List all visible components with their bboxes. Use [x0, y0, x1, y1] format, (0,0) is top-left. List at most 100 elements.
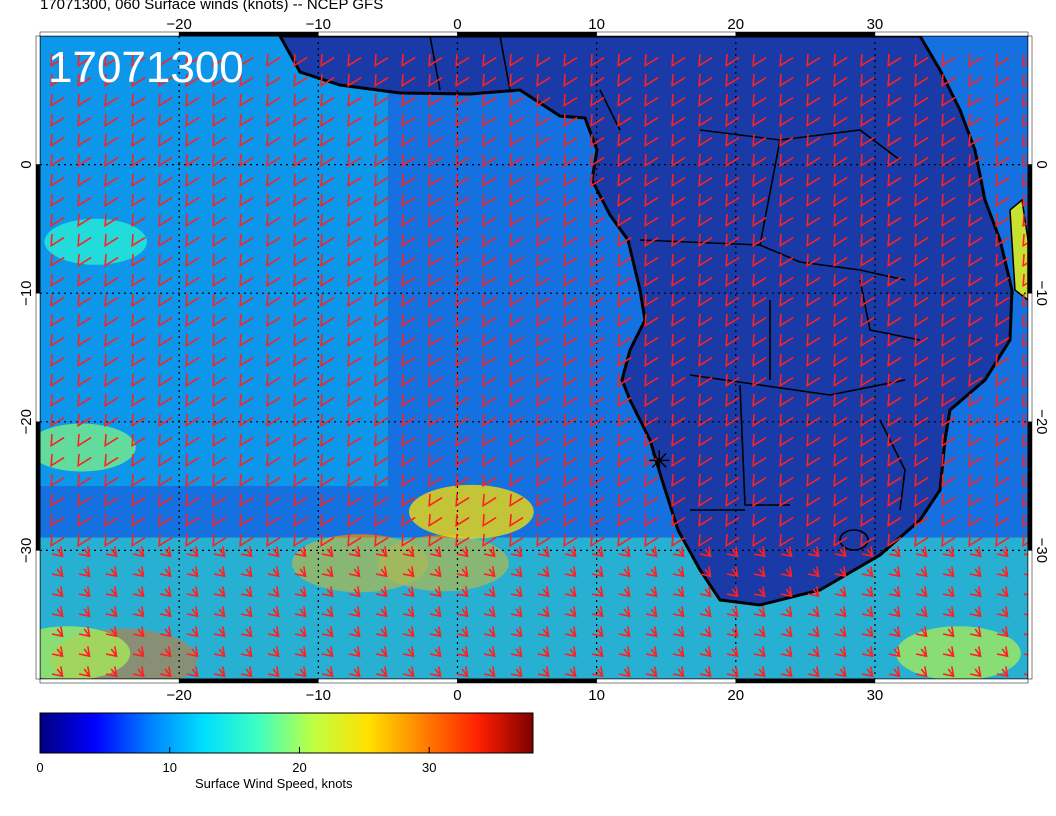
wind-barb — [401, 213, 416, 228]
wind-barb — [185, 313, 200, 328]
wind-barb — [941, 253, 956, 268]
wind-barb — [914, 473, 929, 488]
wind-barb — [698, 453, 713, 468]
wind-barb — [725, 373, 740, 388]
wind-barb — [996, 566, 1009, 578]
wind-barb — [77, 53, 92, 68]
wind-barb — [968, 453, 983, 468]
wind-barb — [266, 533, 281, 548]
wind-barb — [942, 546, 955, 558]
wind-barb — [914, 273, 929, 288]
wind-barb — [563, 233, 578, 248]
wind-barb — [51, 566, 64, 578]
wind-barb — [50, 333, 65, 348]
wind-barb — [806, 193, 821, 208]
wind-barb — [617, 373, 632, 388]
wind-barb — [860, 393, 875, 408]
wind-barb — [752, 73, 767, 88]
wind-barb — [752, 313, 767, 328]
wind-barb — [266, 453, 281, 468]
wind-barb — [104, 333, 119, 348]
wind-barb — [995, 233, 1010, 248]
wind-barb — [806, 513, 821, 528]
wind-barb — [50, 93, 65, 108]
wind-barb — [725, 173, 740, 188]
wind-barb — [563, 133, 578, 148]
wind-barb — [348, 546, 361, 558]
wind-barb — [158, 73, 173, 88]
wind-barb — [725, 153, 740, 168]
wind-barb — [563, 453, 578, 468]
wind-barb — [347, 273, 362, 288]
wind-barb — [807, 666, 820, 678]
wind-barb — [671, 93, 686, 108]
wind-barb — [698, 533, 713, 548]
wind-barb — [536, 133, 551, 148]
wind-barb — [51, 646, 64, 658]
wind-barb — [239, 273, 254, 288]
wind-barb — [401, 273, 416, 288]
wind-barb — [617, 453, 632, 468]
wind-barb — [752, 473, 767, 488]
right-lat-tick-label: −30 — [1033, 538, 1050, 563]
wind-barb — [267, 546, 280, 558]
wind-barb — [294, 606, 307, 618]
wind-barb — [482, 393, 497, 408]
wind-barb — [887, 533, 902, 548]
wind-barb — [861, 666, 874, 678]
wind-barb — [995, 213, 1010, 228]
wind-barb — [671, 413, 686, 428]
wind-barb — [914, 493, 929, 508]
wind-barb — [590, 213, 605, 228]
wind-barb — [941, 73, 956, 88]
wind-barb — [644, 253, 659, 268]
wind-barb — [185, 193, 200, 208]
wind-barb — [563, 73, 578, 88]
wind-barb — [887, 453, 902, 468]
wind-barb — [779, 133, 794, 148]
wind-barb — [77, 193, 92, 208]
wind-barb — [888, 606, 901, 618]
wind-barb — [1022, 193, 1028, 208]
wind-barb — [456, 586, 469, 598]
wind-barb — [860, 173, 875, 188]
wind-barb — [590, 253, 605, 268]
wind-barb — [213, 646, 226, 658]
wind-barb — [239, 533, 254, 548]
wind-barb — [671, 433, 686, 448]
wind-barb — [158, 493, 173, 508]
wind-barb — [887, 393, 902, 408]
wind-barb — [887, 493, 902, 508]
wind-barb — [888, 586, 901, 598]
wind-barb — [455, 313, 470, 328]
wind-barb — [482, 173, 497, 188]
wind-barb — [752, 373, 767, 388]
wind-barb — [158, 353, 173, 368]
wind-barb — [293, 113, 308, 128]
wind-barb — [968, 393, 983, 408]
wind-barb — [293, 333, 308, 348]
wind-barb — [212, 453, 227, 468]
wind-barb — [158, 473, 173, 488]
wind-barb — [753, 666, 766, 678]
wind-barb — [158, 433, 173, 448]
wind-barb — [1022, 133, 1028, 148]
wind-barb — [158, 293, 173, 308]
wind-barb — [320, 393, 335, 408]
wind-barb — [941, 333, 956, 348]
left-lat-tick-label: −10 — [18, 280, 35, 305]
wind-barb — [887, 173, 902, 188]
wind-barb — [941, 413, 956, 428]
wind-barb — [1022, 413, 1028, 428]
wind-barb — [753, 646, 766, 658]
wind-barb — [968, 273, 983, 288]
wind-barb — [320, 413, 335, 428]
wind-barb — [50, 453, 65, 468]
wind-barb — [563, 193, 578, 208]
wind-barb — [779, 413, 794, 428]
wind-barb — [698, 393, 713, 408]
wind-barb — [942, 646, 955, 658]
wind-barb — [78, 606, 91, 618]
wind-barb — [915, 586, 928, 598]
wind-barb — [644, 533, 659, 548]
